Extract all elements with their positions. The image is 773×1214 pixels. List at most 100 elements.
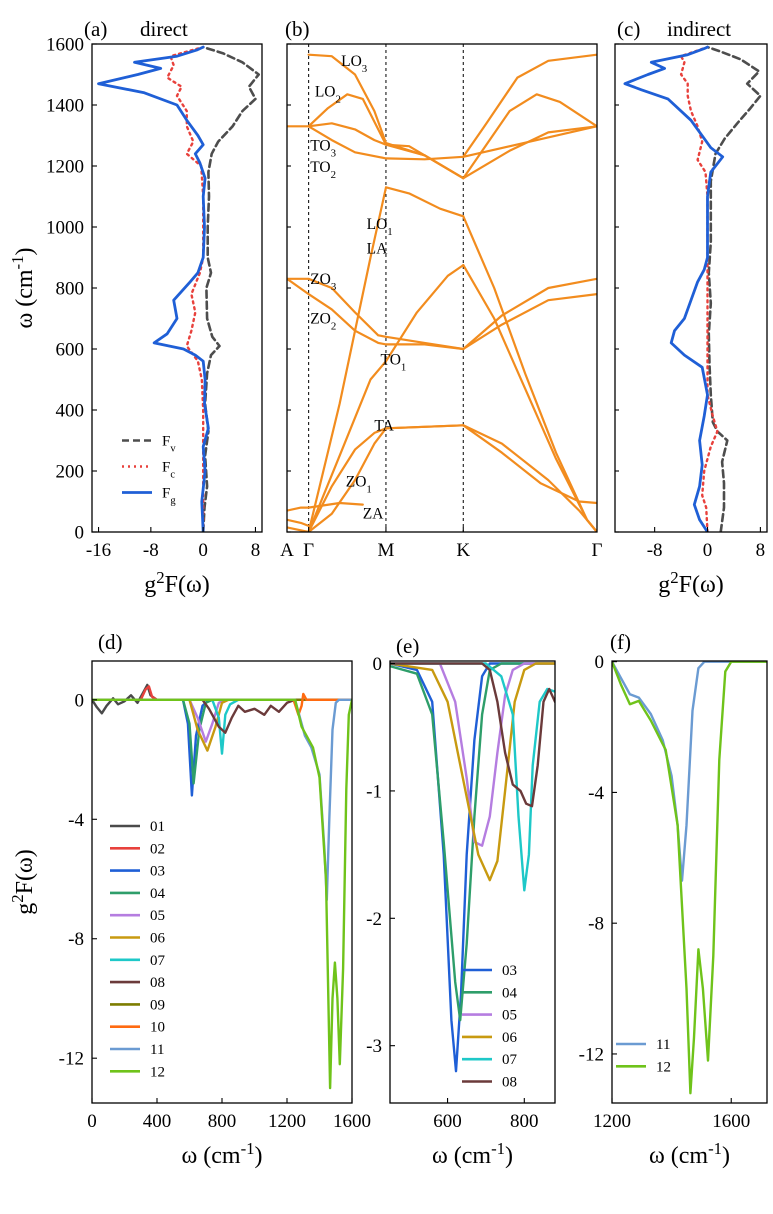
x-tick-label: -8 [143, 540, 159, 561]
phonon-branch [287, 518, 310, 527]
y-tick-label: -12 [59, 1049, 84, 1070]
x-tick-label: Γ [303, 540, 314, 561]
y-tick-label: -2 [366, 909, 382, 930]
legend-entry-11: 11 [150, 1042, 164, 1058]
panel-f: 1200 1600 0 -4 -8 -12 (f) ω (cm-1) 11 12 [579, 630, 768, 1170]
legend-entry-11: 11 [656, 1037, 670, 1053]
series-line-Fv [201, 45, 260, 532]
y-tick-label: -4 [68, 810, 84, 831]
phonon-branch [307, 264, 465, 532]
x-tick-label: 0 [703, 540, 713, 561]
axes-frame [389, 660, 556, 1104]
legend-entry-04: 04 [150, 886, 166, 902]
panel-label: (d) [98, 630, 123, 654]
legend-entry-05: 05 [502, 1008, 517, 1024]
legend-entry-Fv: Fv [162, 434, 176, 455]
x-tick-label: 400 [143, 1111, 172, 1132]
mode-label: ZO1 [346, 474, 372, 496]
series-line-11 [612, 661, 767, 882]
axes-frame [91, 660, 353, 1104]
x-tick-label: Γ [592, 540, 603, 561]
legend-entry-07: 07 [502, 1052, 518, 1068]
x-tick-label: 0 [198, 540, 208, 561]
plot-area-d [92, 683, 352, 1090]
y-tick-label: 1000 [46, 218, 84, 239]
y-tick-label: 600 [56, 340, 85, 361]
legend-entry-02: 02 [150, 841, 165, 857]
x-tick-label: 8 [251, 540, 261, 561]
x-tick-label: 800 [208, 1111, 237, 1132]
x-tick-label: 0 [87, 1111, 97, 1132]
y-tick-label: 800 [56, 279, 85, 300]
x-axis-label: g2F(ω) [144, 568, 210, 599]
y-tick-label: -1 [366, 781, 382, 802]
series-line-12 [612, 661, 767, 1095]
series-line-Fc [166, 45, 205, 532]
plot-area-b [287, 53, 597, 532]
phonon-branch [287, 501, 364, 512]
legend-entry-12: 12 [150, 1064, 165, 1080]
legend-entry-10: 10 [150, 1020, 165, 1036]
mode-label: TO2 [310, 159, 336, 181]
phonon-branch [287, 526, 310, 532]
series-line-12 [92, 698, 352, 1090]
series-line-08 [92, 698, 352, 734]
phonon-branch [462, 424, 597, 505]
series-line-05 [390, 662, 555, 847]
plot-area-a [97, 45, 260, 532]
x-tick-label: 800 [510, 1111, 539, 1132]
x-tick-label: 1200 [268, 1111, 306, 1132]
x-tick-label: -8 [647, 540, 663, 561]
panel-a: -16 -8 0 8 0 200 400 600 800 1000 1200 1400 1600(a) d… [8, 17, 263, 598]
phonon-branch [287, 277, 465, 351]
phonon-branch [307, 424, 465, 532]
x-axis-label: ω (cm-1) [432, 1139, 513, 1170]
y-axis-label: g2F(ω) [8, 849, 39, 915]
panel-b: A Γ M K Γ(b)LO3LO2TO3TO2LO1LAZO3ZO2TO1TAZO1Z… [280, 17, 602, 561]
x-tick-label: 600 [433, 1111, 462, 1132]
mode-label: LO1 [367, 216, 393, 238]
panel-label: (f) [610, 630, 631, 654]
y-tick-label: 200 [56, 462, 85, 483]
mode-label: LO2 [315, 83, 341, 105]
phonon-branch [462, 424, 597, 532]
legend-entry-Fc: Fc [162, 460, 175, 481]
x-tick-label: -16 [86, 540, 111, 561]
x-tick-label: 1600 [712, 1111, 750, 1132]
axes-frame [611, 660, 768, 1104]
phonon-branch [307, 186, 465, 532]
panel-label: (a) [84, 17, 107, 41]
legend-entry-12: 12 [656, 1059, 671, 1075]
plot-area-c [623, 45, 762, 532]
panel-c: -8 0 8 (c) indirect g2F(ω) [614, 17, 768, 598]
mode-label: ZA [363, 506, 384, 523]
panel-label: (e) [396, 634, 419, 658]
x-axis-label: ω (cm-1) [649, 1139, 730, 1170]
legend-entry-08: 08 [150, 975, 165, 991]
series-line-Fg [623, 45, 725, 532]
mode-label: ZO3 [310, 271, 336, 293]
x-tick-label: 8 [756, 540, 766, 561]
plot-area-f [612, 661, 767, 1095]
series-line-03 [390, 662, 555, 1073]
legend-entry-09: 09 [150, 997, 165, 1013]
x-tick-label: K [456, 540, 470, 561]
phonon-branch [307, 53, 465, 180]
panel-e: 600 800 0 -1 -2 -3 (e) ω (cm-1) 03 04 05 06 07 08 [366, 634, 556, 1170]
legend-entry-05: 05 [150, 908, 165, 924]
panel-title: direct [140, 17, 188, 41]
phonon-branch [462, 125, 597, 180]
phonon-branch [287, 277, 465, 351]
mode-label: TO3 [310, 137, 336, 159]
mode-label: LA [367, 240, 388, 257]
x-tick-label: M [377, 540, 394, 561]
y-tick-label: 1600 [46, 35, 84, 56]
phonon-branch [462, 264, 597, 532]
panel-label: (b) [285, 17, 310, 41]
series-line-Fc [679, 45, 719, 532]
legend-entry-03: 03 [502, 963, 517, 979]
y-tick-label: 1200 [46, 157, 84, 178]
plot-area-e [390, 662, 555, 1073]
legend-entry-06: 06 [502, 1030, 518, 1046]
